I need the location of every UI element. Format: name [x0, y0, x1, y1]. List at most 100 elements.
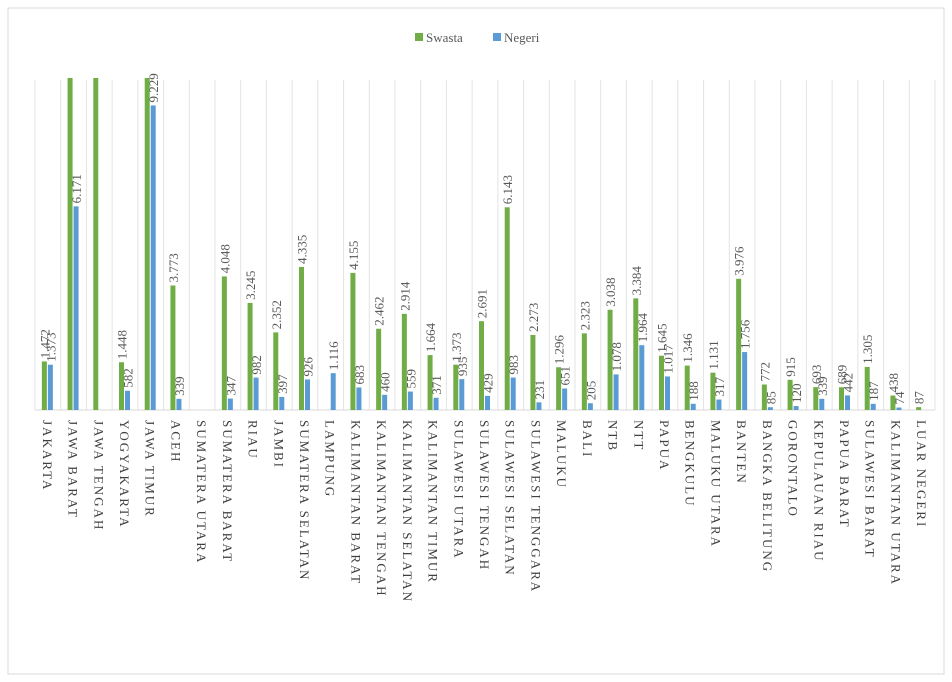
bar — [150, 105, 156, 411]
data-label: 4.155 — [346, 241, 361, 270]
data-label: 2.323 — [577, 301, 592, 330]
bar — [407, 391, 413, 410]
bar — [710, 372, 716, 410]
legend-label: Negeri — [504, 30, 540, 45]
data-label: 2.691 — [475, 289, 490, 318]
x-tick-label: JAMBI — [271, 420, 286, 469]
x-tick-label: BANGKA BELITUNG — [760, 420, 775, 573]
data-label: 6.143 — [500, 175, 515, 204]
bar — [716, 399, 722, 410]
bar — [459, 379, 465, 410]
bar — [299, 266, 304, 410]
data-label: 317 — [712, 377, 727, 397]
bar — [485, 395, 490, 410]
bar — [119, 362, 124, 410]
x-tick-label: YOGYAKARTA — [117, 420, 132, 528]
bar — [382, 394, 388, 410]
data-label: 4.335 — [295, 235, 310, 264]
x-tick-label: MALUKU UTARA — [708, 420, 723, 548]
x-tick-label: ACEH — [168, 420, 183, 463]
x-tick-label: BALI — [580, 420, 595, 458]
bar — [819, 398, 825, 410]
bar — [479, 321, 484, 410]
data-label: 339 — [815, 376, 830, 396]
data-label: 438 — [886, 373, 901, 393]
x-tick-label: KALIMANTAN SELATAN — [400, 420, 415, 603]
x-tick-label: SULAWESI SELATAN — [503, 420, 518, 577]
data-label: 1.645 — [655, 323, 670, 352]
bar — [176, 398, 182, 410]
data-label: 74 — [892, 391, 907, 405]
bar — [253, 377, 259, 410]
bar — [916, 407, 922, 410]
bar — [221, 276, 227, 410]
data-label: 1.305 — [860, 335, 875, 364]
x-tick-label: PAPUA BARAT — [837, 420, 852, 529]
bar — [613, 374, 619, 410]
data-label: 188 — [686, 381, 701, 401]
data-label: 205 — [583, 381, 598, 401]
x-tick-label: KALIMANTAN UTARA — [888, 420, 903, 586]
data-label: 397 — [275, 374, 290, 394]
bar — [761, 384, 767, 410]
bar — [433, 397, 439, 410]
data-label: 559 — [403, 369, 418, 389]
bar — [356, 387, 362, 410]
bar — [562, 388, 568, 410]
x-tick-label: NTB — [606, 420, 621, 452]
data-label: 1.131 — [706, 340, 721, 369]
data-label: 3.384 — [629, 266, 644, 296]
data-label: 3.773 — [166, 253, 181, 282]
x-tick-label: SUMATERA SELATAN — [297, 420, 312, 581]
x-tick-label: BENGKULU — [683, 420, 698, 508]
x-tick-label: JAWA TIMUR — [143, 420, 158, 518]
data-label: 1.373 — [449, 332, 464, 361]
data-label: 1.964 — [635, 312, 650, 342]
data-label: 651 — [558, 366, 573, 386]
bar — [47, 364, 53, 410]
data-label: 442 — [841, 373, 856, 393]
bar — [170, 285, 176, 410]
data-label: 689 — [835, 365, 850, 385]
data-label: 87 — [912, 391, 927, 405]
data-label: 2.914 — [397, 281, 412, 311]
bar — [742, 352, 748, 410]
bar — [376, 328, 382, 410]
x-tick-label: KEPULAUAN RIAU — [811, 420, 826, 562]
x-tick-label: KALIMANTAN BARAT — [348, 420, 363, 585]
x-tick-label: SULAWESI BARAT — [863, 420, 878, 559]
data-label: 1.078 — [609, 342, 624, 371]
data-label: 429 — [481, 373, 496, 393]
data-label: 9.229 — [146, 73, 161, 102]
data-label: 85 — [763, 391, 778, 404]
bar — [305, 379, 310, 410]
bar — [453, 364, 459, 410]
bar — [639, 345, 645, 410]
bar — [787, 379, 793, 410]
data-label: 2.352 — [269, 300, 284, 329]
bar — [510, 377, 516, 410]
bar — [350, 272, 356, 410]
bar — [890, 395, 896, 410]
bar — [684, 365, 690, 410]
data-label: 1.116 — [326, 341, 341, 370]
data-label: 1.296 — [552, 334, 567, 364]
data-label: 347 — [223, 376, 238, 396]
data-label: 3.976 — [732, 246, 747, 276]
data-label: 1.472 — [37, 329, 52, 358]
x-tick-label: PAPUA — [657, 420, 672, 471]
data-label: 683 — [352, 365, 367, 385]
bar — [659, 355, 664, 410]
data-label: 1.448 — [115, 330, 130, 359]
bar — [273, 332, 279, 410]
bar — [845, 395, 850, 410]
bar — [125, 390, 130, 410]
data-label: 3.038 — [603, 277, 618, 306]
bar — [41, 361, 47, 410]
x-tick-label: MALUKU — [554, 420, 569, 489]
bar — [427, 355, 433, 410]
bar — [401, 313, 407, 410]
bar — [247, 302, 253, 410]
data-label: 187 — [866, 381, 881, 401]
